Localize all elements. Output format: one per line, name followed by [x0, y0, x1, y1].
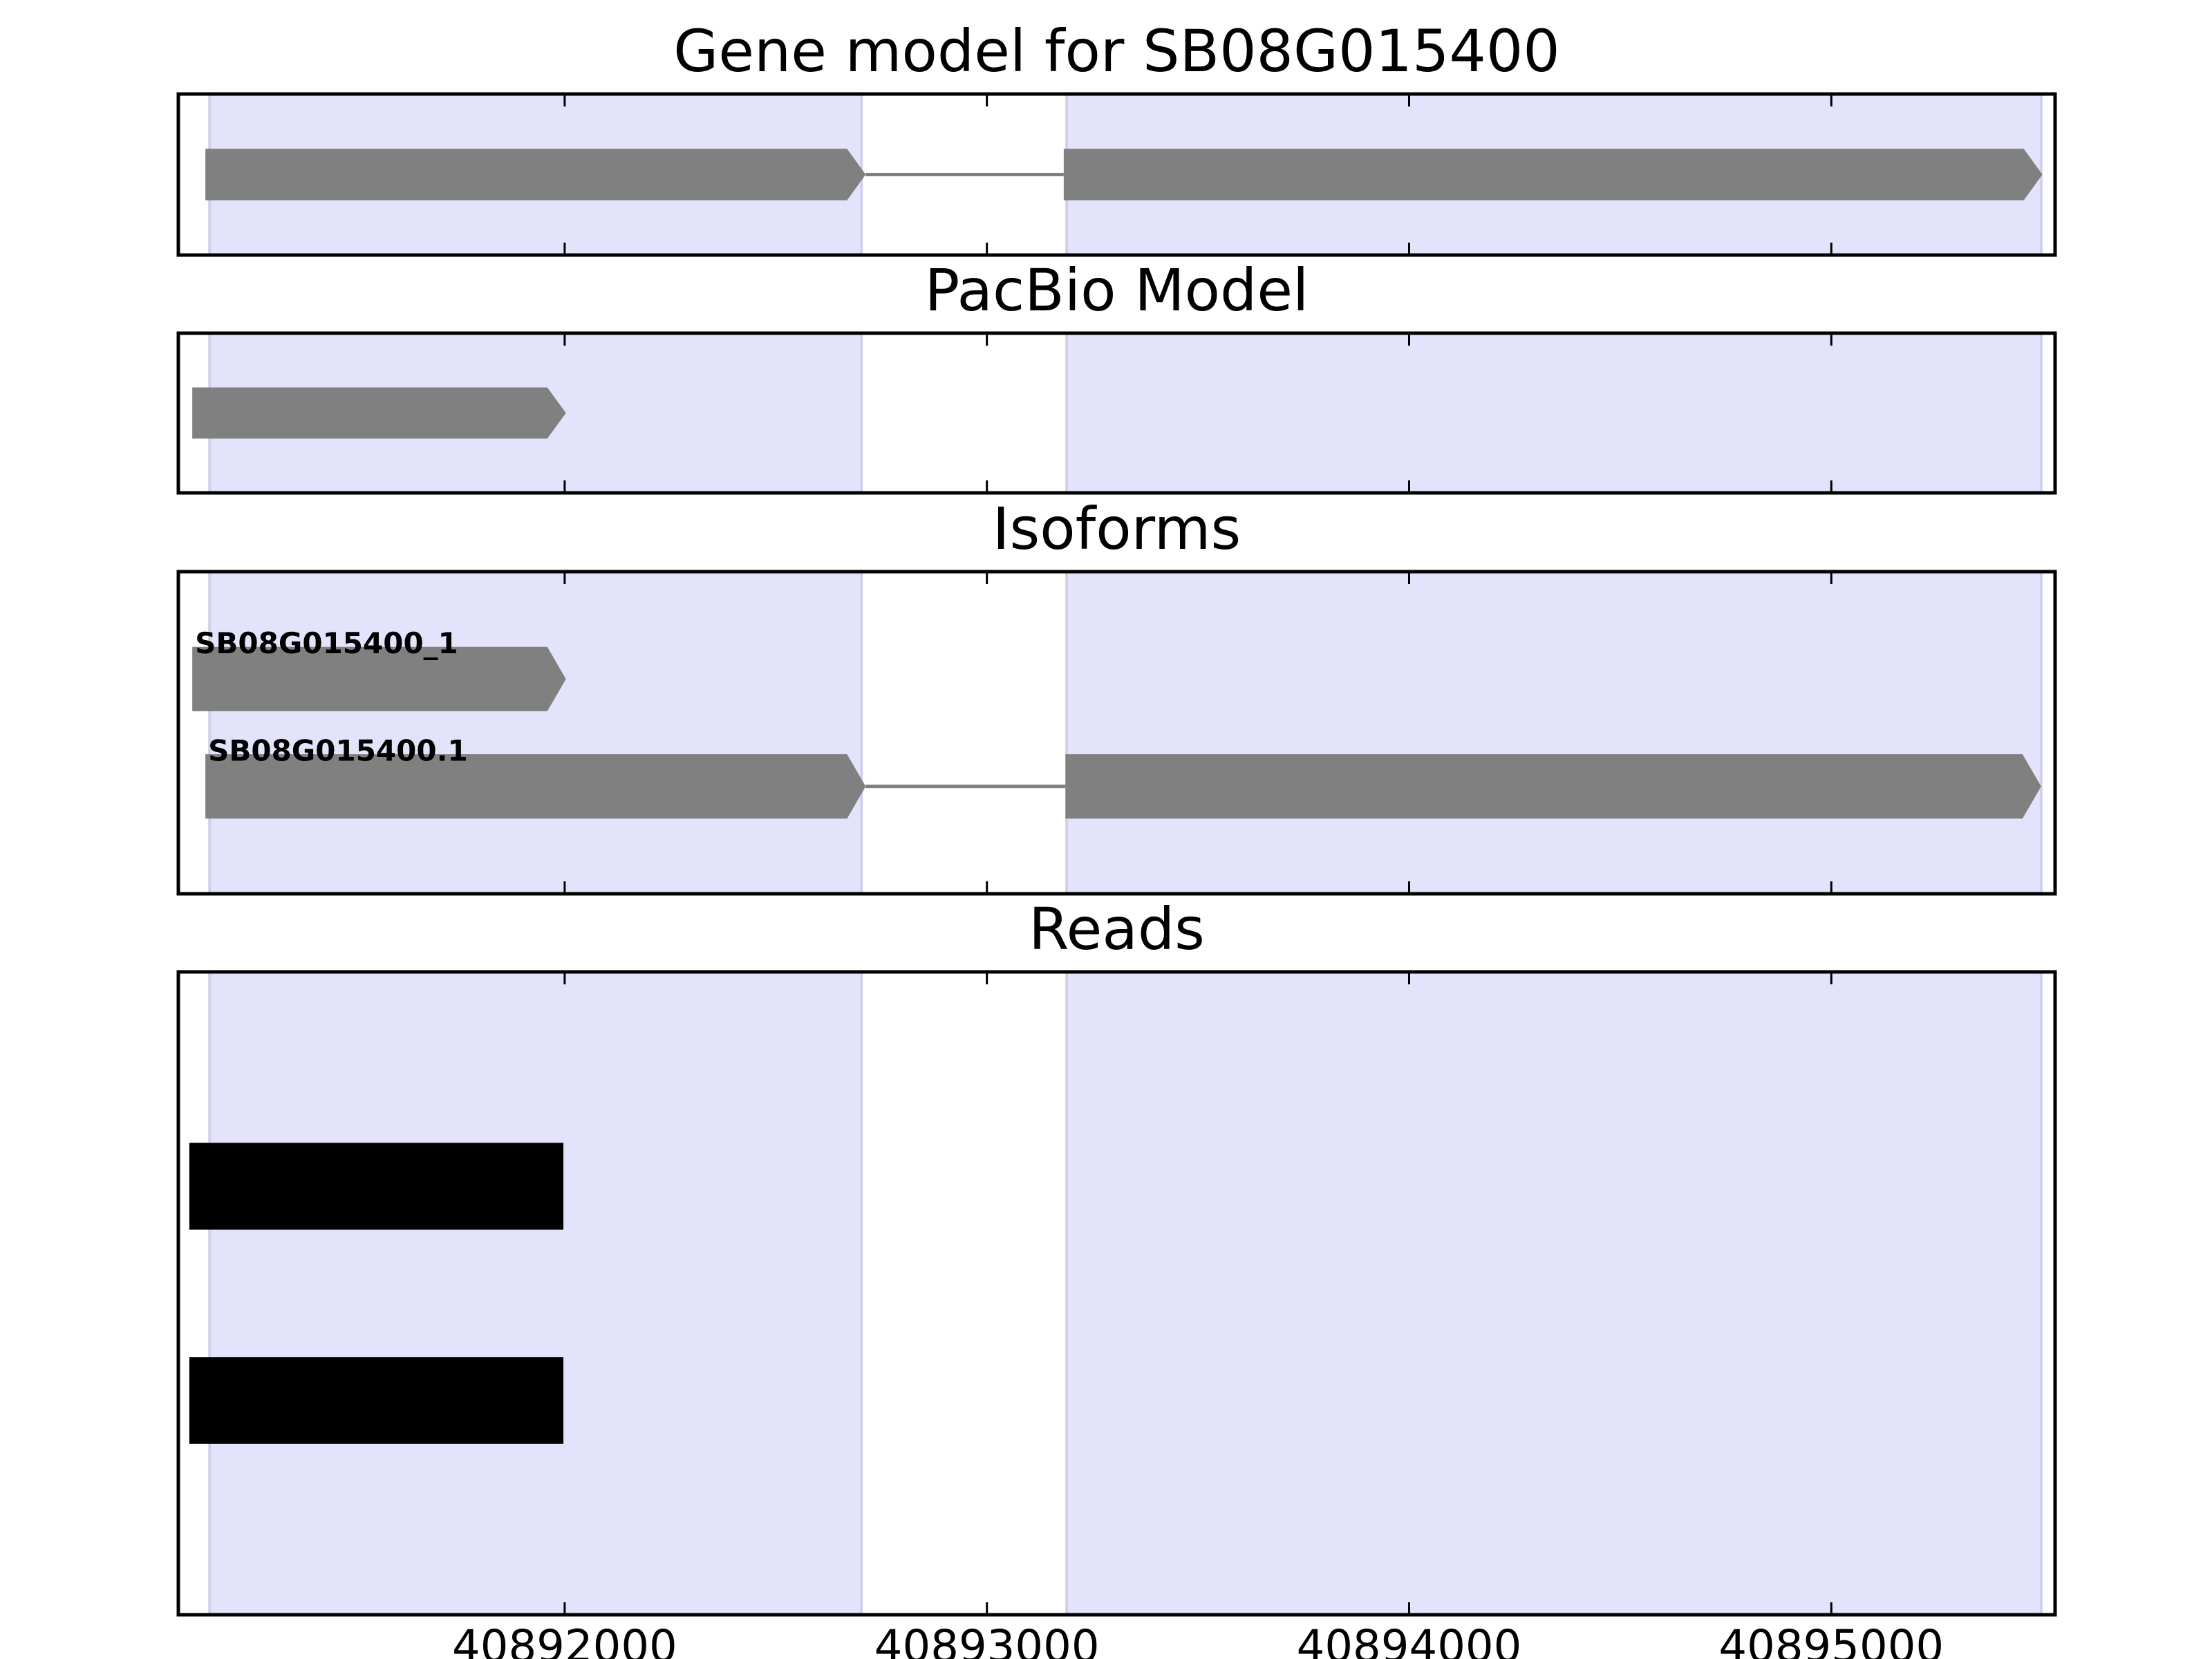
panel-title: Isoforms — [993, 495, 1241, 563]
read — [189, 1357, 564, 1444]
panel-title: Reads — [1029, 895, 1205, 963]
x-tick-label: 40893000 — [874, 1622, 1100, 1659]
panel-title: PacBio Model — [925, 256, 1309, 324]
panel-frame — [176, 570, 2057, 896]
exon — [192, 387, 566, 439]
x-tick-label: 40894000 — [1297, 1622, 1522, 1659]
panel-frame — [176, 92, 2057, 257]
exon-shading — [208, 971, 863, 1616]
exon — [205, 754, 866, 819]
panel-title: Gene model for SB08G015400 — [673, 17, 1559, 85]
exon — [1065, 754, 2041, 819]
exon-shading — [1065, 570, 2043, 895]
x-tick-label: 40895000 — [1718, 1622, 1944, 1659]
exon — [205, 149, 866, 200]
panel-frame — [176, 970, 2057, 1617]
exon-shading — [1065, 971, 2043, 1616]
x-tick-label: 40892000 — [452, 1622, 677, 1659]
read — [189, 1143, 564, 1230]
isoform-label: SB08G015400.1 — [208, 734, 468, 768]
exon — [192, 646, 566, 711]
exon-shading — [1065, 332, 2043, 494]
exon-shading — [208, 570, 863, 895]
isoform-label: SB08G015400_1 — [195, 626, 458, 660]
panel-frame — [176, 331, 2057, 495]
exon — [1063, 149, 2043, 200]
